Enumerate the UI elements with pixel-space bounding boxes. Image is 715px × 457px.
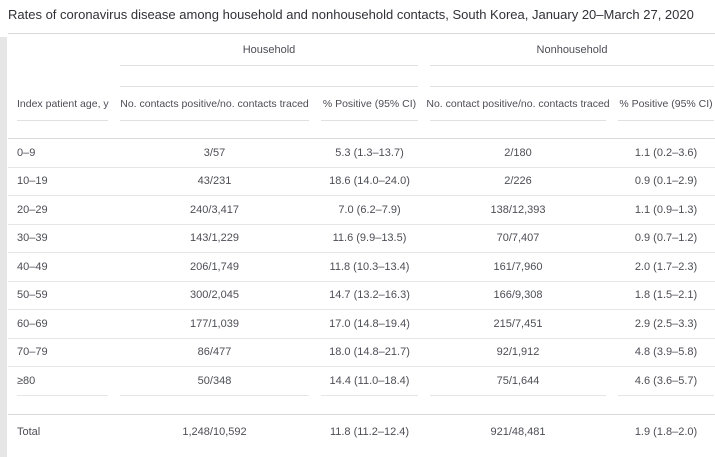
table-title: Rates of coronavirus disease among house… — [8, 0, 715, 34]
household-counts-cell: 300/2,045 — [190, 289, 239, 302]
household-counts-cell: 3/57 — [203, 146, 226, 159]
age-cell: 40–49 — [17, 260, 48, 273]
nonhousehold-positive-column-header: % Positive (95% CI) — [618, 87, 714, 121]
total-household-positive-cell: 11.8 (11.2–12.4) — [329, 425, 410, 438]
table-row: 20–29 240/3,417 7.0 (6.2–7.9) 138/12,393… — [8, 196, 715, 225]
household-counts-cell: 86/477 — [197, 346, 232, 359]
household-group-header: Household — [120, 34, 418, 66]
age-cell: 10–19 — [17, 175, 48, 188]
header-body-divider — [8, 121, 715, 139]
age-cell: ≥80 — [17, 367, 108, 396]
nonhousehold-positive-cell: 4.8 (3.9–5.8) — [634, 346, 698, 359]
nonhousehold-counts-column-header: No. contact positive/no. contacts traced — [426, 87, 610, 121]
table-row: 0–9 3/57 5.3 (1.3–13.7) 2/180 1.1 (0.2–3… — [8, 139, 715, 168]
household-counts-cell: 50/348 — [120, 367, 309, 396]
age-cell: 0–9 — [17, 146, 36, 159]
household-positive-cell: 17.0 (14.8–19.4) — [329, 317, 410, 330]
nonhousehold-counts-cell: 161/7,960 — [493, 260, 543, 273]
table-row: 10–19 43/231 18.6 (14.0–24.0) 2/226 0.9 … — [8, 168, 715, 196]
household-positive-cell: 11.6 (9.9–13.5) — [332, 232, 407, 245]
household-counts-cell: 43/231 — [197, 175, 232, 188]
nonhousehold-positive-cell: 4.6 (3.6–5.7) — [618, 367, 714, 396]
household-positive-cell: 18.0 (14.8–21.7) — [329, 346, 410, 359]
household-counts-cell: 177/1,039 — [190, 317, 239, 330]
body-total-divider — [8, 396, 715, 415]
age-cell: 30–39 — [17, 232, 48, 245]
nonhousehold-counts-cell: 166/9,308 — [493, 289, 543, 302]
table-row: 30–39 143/1,229 11.6 (9.9–13.5) 70/7,407… — [8, 225, 715, 253]
nonhousehold-positive-cell: 2.0 (1.7–2.3) — [634, 260, 698, 273]
table-row: 70–79 86/477 18.0 (14.8–21.7) 92/1,912 4… — [8, 339, 715, 367]
nonhousehold-counts-cell: 2/226 — [504, 175, 532, 188]
household-positive-cell: 5.3 (1.3–13.7) — [335, 146, 404, 159]
age-cell: 60–69 — [17, 317, 48, 330]
nonhousehold-counts-cell: 138/12,393 — [490, 203, 546, 216]
table-row: 40–49 206/1,749 11.8 (10.3–13.4) 161/7,9… — [8, 253, 715, 282]
household-positive-cell: 18.6 (14.0–24.0) — [329, 175, 410, 188]
household-group-rule — [120, 66, 418, 87]
nonhousehold-counts-cell: 215/7,451 — [493, 317, 543, 330]
household-positive-cell: 14.4 (11.0–18.4) — [321, 367, 418, 396]
household-positive-column-header: % Positive (95% CI) — [321, 87, 418, 121]
left-edge-strip — [0, 37, 7, 457]
nonhousehold-positive-cell: 1.1 (0.9–1.3) — [634, 203, 698, 216]
nonhousehold-group-rule — [430, 66, 714, 87]
column-header-row: Index patient age, y No. contacts positi… — [8, 87, 715, 121]
age-cell: 50–59 — [17, 289, 48, 302]
household-counts-cell: 240/3,417 — [190, 203, 239, 216]
table-row: 50–59 300/2,045 14.7 (13.2–16.3) 166/9,3… — [8, 282, 715, 310]
nonhousehold-positive-cell: 0.9 (0.7–1.2) — [634, 232, 698, 245]
age-cell: 20–29 — [17, 203, 48, 216]
nonhousehold-positive-cell: 1.8 (1.5–2.1) — [634, 289, 698, 302]
total-label: Total — [17, 425, 41, 438]
nonhousehold-counts-cell: 2/180 — [504, 146, 532, 159]
nonhousehold-group-header: Nonhousehold — [430, 34, 714, 66]
household-counts-column-header: No. contacts positive/no. contacts trace… — [120, 87, 309, 121]
nonhousehold-positive-cell: 0.9 (0.1–2.9) — [634, 175, 698, 188]
household-counts-cell: 206/1,749 — [190, 260, 239, 273]
group-underline-row — [8, 66, 715, 87]
household-positive-cell: 14.7 (13.2–16.3) — [329, 289, 410, 302]
nonhousehold-counts-cell: 70/7,407 — [496, 232, 540, 245]
total-household-counts-cell: 1,248/10,592 — [182, 425, 247, 438]
total-nonhousehold-counts-cell: 921/48,481 — [490, 425, 546, 438]
nonhousehold-counts-cell: 92/1,912 — [496, 346, 540, 359]
household-positive-cell: 7.0 (6.2–7.9) — [338, 203, 401, 216]
table-container: Rates of coronavirus disease among house… — [8, 0, 715, 449]
nonhousehold-positive-cell: 2.9 (2.5–3.3) — [634, 317, 698, 330]
table-row: 60–69 177/1,039 17.0 (14.8–19.4) 215/7,4… — [8, 310, 715, 339]
total-row: Total 1,248/10,592 11.8 (11.2–12.4) 921/… — [8, 415, 715, 449]
nonhousehold-counts-cell: 75/1,644 — [430, 367, 606, 396]
age-cell: 70–79 — [17, 346, 48, 359]
table-row: ≥80 50/348 14.4 (11.0–18.4) 75/1,644 4.6… — [8, 367, 715, 396]
household-counts-cell: 143/1,229 — [190, 232, 239, 245]
household-positive-cell: 11.8 (10.3–13.4) — [329, 260, 410, 273]
age-column-header: Index patient age, y — [17, 87, 109, 121]
group-header-row: Household Nonhousehold — [8, 34, 715, 66]
nonhousehold-positive-cell: 1.1 (0.2–3.6) — [634, 146, 698, 159]
total-nonhousehold-positive-cell: 1.9 (1.8–2.0) — [634, 425, 698, 438]
